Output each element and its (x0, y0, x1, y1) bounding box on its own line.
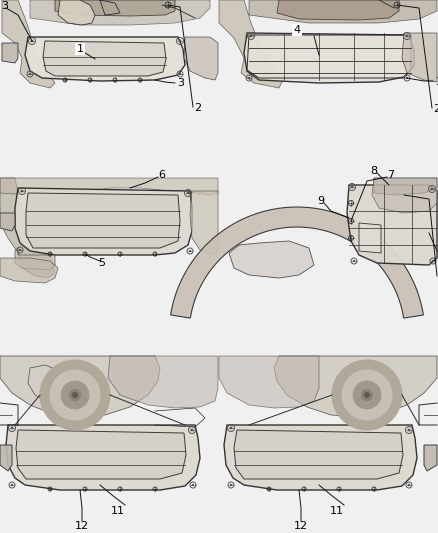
Polygon shape (26, 193, 180, 248)
Circle shape (350, 185, 353, 188)
Circle shape (29, 73, 31, 75)
Polygon shape (424, 445, 437, 471)
Polygon shape (58, 0, 95, 25)
Circle shape (406, 35, 408, 37)
Circle shape (342, 370, 392, 420)
Circle shape (408, 429, 410, 431)
Polygon shape (170, 207, 424, 318)
Polygon shape (2, 43, 18, 63)
Circle shape (250, 35, 252, 37)
Polygon shape (0, 445, 12, 471)
Text: 2: 2 (433, 104, 438, 114)
Circle shape (61, 381, 89, 409)
Circle shape (179, 73, 181, 75)
Text: 2: 2 (194, 103, 201, 113)
Polygon shape (30, 0, 210, 25)
Circle shape (364, 392, 370, 398)
Text: 7: 7 (388, 170, 395, 180)
Polygon shape (15, 188, 192, 255)
Circle shape (50, 370, 100, 420)
Bar (0, 178, 219, 356)
Circle shape (21, 190, 23, 192)
Bar (0, 0, 219, 178)
Polygon shape (0, 258, 58, 283)
Circle shape (31, 39, 33, 43)
Circle shape (432, 260, 434, 262)
Text: 3: 3 (1, 1, 8, 11)
Polygon shape (0, 356, 160, 417)
Circle shape (248, 77, 250, 79)
Polygon shape (108, 356, 218, 408)
Text: 3: 3 (435, 77, 438, 87)
Bar (219, 356, 438, 533)
Circle shape (230, 484, 232, 486)
Text: 4: 4 (293, 25, 300, 35)
Circle shape (189, 250, 191, 252)
Polygon shape (15, 248, 55, 270)
Bar (219, 178, 438, 356)
Polygon shape (374, 178, 437, 195)
Polygon shape (277, 0, 399, 20)
Circle shape (72, 392, 78, 398)
Polygon shape (219, 356, 319, 408)
Polygon shape (43, 41, 166, 76)
Text: 6: 6 (159, 170, 166, 180)
Polygon shape (224, 425, 417, 490)
Polygon shape (402, 33, 437, 82)
Bar (0, 356, 219, 533)
Circle shape (192, 484, 194, 486)
Text: 11: 11 (111, 506, 125, 516)
Circle shape (11, 484, 13, 486)
Circle shape (191, 429, 194, 431)
Polygon shape (16, 430, 186, 479)
Polygon shape (0, 178, 218, 195)
Polygon shape (249, 0, 437, 23)
Circle shape (69, 389, 81, 401)
Polygon shape (184, 37, 218, 80)
Polygon shape (0, 178, 55, 278)
Circle shape (408, 484, 410, 486)
Circle shape (353, 381, 381, 409)
Text: 3: 3 (177, 78, 184, 88)
Polygon shape (190, 191, 218, 255)
Text: 12: 12 (294, 521, 308, 531)
Circle shape (353, 260, 355, 262)
Polygon shape (25, 37, 185, 81)
Text: 5: 5 (99, 258, 106, 268)
Polygon shape (0, 213, 15, 231)
Polygon shape (234, 430, 403, 479)
Circle shape (431, 188, 433, 190)
Polygon shape (2, 0, 55, 88)
Text: 1: 1 (77, 44, 84, 54)
Polygon shape (229, 241, 314, 278)
Circle shape (11, 426, 14, 430)
Text: 12: 12 (75, 521, 89, 531)
Circle shape (179, 39, 181, 43)
Text: 9: 9 (318, 196, 325, 206)
Circle shape (187, 191, 189, 195)
Text: 8: 8 (371, 166, 378, 176)
Circle shape (406, 77, 408, 79)
Polygon shape (6, 425, 200, 490)
Circle shape (361, 389, 373, 401)
Circle shape (40, 360, 110, 430)
Text: 11: 11 (330, 506, 344, 516)
Polygon shape (244, 33, 414, 83)
Circle shape (332, 360, 402, 430)
Circle shape (19, 249, 21, 251)
Polygon shape (359, 223, 381, 253)
Polygon shape (55, 0, 175, 16)
Polygon shape (372, 178, 437, 213)
Polygon shape (274, 356, 437, 417)
Circle shape (230, 426, 233, 430)
Bar (219, 0, 438, 178)
Polygon shape (347, 185, 437, 265)
Polygon shape (219, 0, 284, 88)
